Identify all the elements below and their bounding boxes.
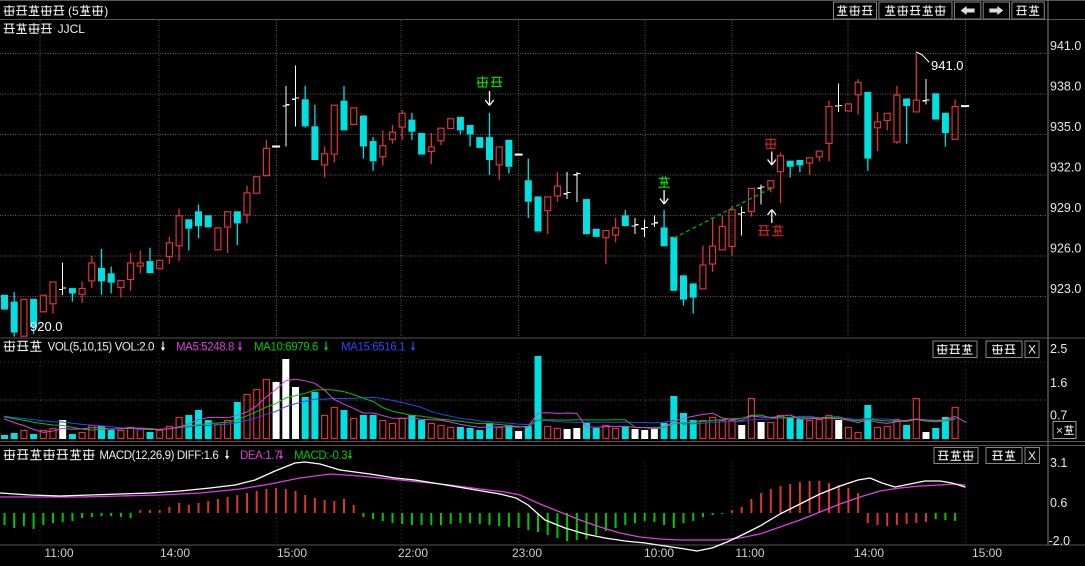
svg-text:941.0: 941.0 <box>931 58 964 73</box>
svg-text:×: × <box>1056 424 1063 438</box>
svg-text:0.7: 0.7 <box>1050 409 1067 423</box>
svg-text:932.0: 932.0 <box>1050 161 1081 175</box>
svg-text:VOL(5,10,15) VOL:2.0: VOL(5,10,15) VOL:2.0 <box>48 342 154 354</box>
svg-text:-2.0: -2.0 <box>1049 534 1071 548</box>
svg-text:929.0: 929.0 <box>1050 201 1081 215</box>
svg-text:920.0: 920.0 <box>30 319 63 334</box>
svg-text:): ) <box>104 4 108 18</box>
svg-text:(5: (5 <box>68 4 79 18</box>
svg-text:1.6: 1.6 <box>1050 376 1067 390</box>
svg-text:923.0: 923.0 <box>1050 282 1081 296</box>
svg-text:941.0: 941.0 <box>1050 39 1081 53</box>
svg-text:10:00: 10:00 <box>644 546 674 560</box>
svg-text:11:00: 11:00 <box>735 546 764 560</box>
svg-text:938.0: 938.0 <box>1050 80 1081 94</box>
svg-text:MACD(12,26,9) DIFF:1.6: MACD(12,26,9) DIFF:1.6 <box>99 450 218 462</box>
svg-text:11:00: 11:00 <box>44 546 73 560</box>
svg-text:MACD:-0.3: MACD:-0.3 <box>294 450 347 462</box>
svg-text:X: X <box>1028 343 1036 357</box>
svg-text:22:00: 22:00 <box>398 546 428 560</box>
svg-text:14:00: 14:00 <box>854 546 884 560</box>
svg-text:0.6: 0.6 <box>1050 496 1067 510</box>
svg-text:MA5:5248.8: MA5:5248.8 <box>176 342 234 354</box>
svg-text:15:00: 15:00 <box>972 546 1002 560</box>
svg-text:JJCL: JJCL <box>58 22 86 36</box>
svg-text:14:00: 14:00 <box>160 546 190 560</box>
svg-text:MA10:6979.6: MA10:6979.6 <box>254 342 318 354</box>
svg-text:X: X <box>1028 449 1036 463</box>
svg-text:3.1: 3.1 <box>1050 456 1067 470</box>
svg-text:2.5: 2.5 <box>1050 342 1067 356</box>
svg-text:15:00: 15:00 <box>277 546 307 560</box>
svg-text:926.0: 926.0 <box>1050 242 1081 256</box>
svg-text:935.0: 935.0 <box>1050 120 1081 134</box>
svg-text:DEA:1.7: DEA:1.7 <box>240 450 280 462</box>
svg-text:MA15:6516.1: MA15:6516.1 <box>341 342 405 354</box>
svg-text:23:00: 23:00 <box>512 546 542 560</box>
